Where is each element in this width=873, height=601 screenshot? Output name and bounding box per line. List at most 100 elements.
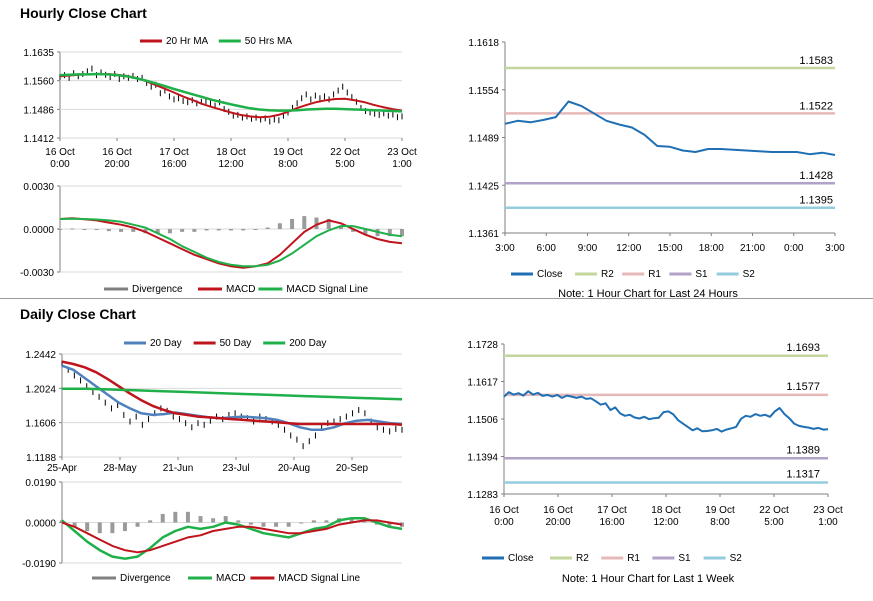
daily-macd-divergence-bar bbox=[97, 522, 102, 534]
daily-pivot-y-tick-label: 1.1394 bbox=[467, 453, 498, 464]
hourly-pivot-level-label: 1.1522 bbox=[799, 100, 833, 112]
hourly-price-x-tick-label: 17 Oct bbox=[159, 147, 189, 158]
daily-pivot-x-tick-label: 1:00 bbox=[818, 517, 838, 528]
daily-pivot-x-tick-label: 16:00 bbox=[599, 517, 624, 528]
hourly-pivot-level-label: 1.1583 bbox=[799, 55, 833, 67]
hourly-pivot-level-label: 1.1395 bbox=[799, 195, 833, 207]
daily-macd-divergence-bar bbox=[274, 522, 279, 527]
hourly-price-x-tick-label: 12:00 bbox=[218, 159, 243, 170]
hourly-price-x-tick-label: 22 Oct bbox=[330, 147, 360, 158]
hourly-price-x-tick-label: 16 Oct bbox=[102, 147, 132, 158]
daily-pivot-x-tick-label: 16 Oct bbox=[543, 505, 573, 516]
daily-macd-divergence-bar bbox=[72, 522, 77, 527]
daily-macd-divergence-bar bbox=[248, 522, 253, 525]
hourly-macd-y-tick-label: 0.0030 bbox=[23, 182, 54, 193]
daily-pivot-legend-label: R1 bbox=[627, 553, 640, 564]
hourly-macd-divergence-bar bbox=[216, 229, 221, 231]
hourly-pivot-y-tick-label: 1.1425 bbox=[468, 181, 499, 192]
hourly-macd-divergence-bar bbox=[94, 229, 99, 230]
hourly-macd-divergence-bar bbox=[70, 228, 75, 230]
hourly-pivot-x-tick-label: 3:00 bbox=[495, 243, 515, 254]
hourly-macd-divergence-bar bbox=[338, 226, 343, 229]
hourly-pivot-legend-label: R2 bbox=[601, 269, 614, 280]
hourly-macd-divergence-bar bbox=[229, 229, 233, 231]
hourly-macd-legend-label: Divergence bbox=[132, 284, 183, 295]
hourly-price-legend-label: 50 Hrs MA bbox=[245, 36, 293, 47]
daily-pivot-legend-label: S1 bbox=[678, 553, 691, 564]
daily-macd-divergence-bar bbox=[324, 520, 329, 523]
daily-section-title: Daily Close Chart bbox=[20, 306, 136, 322]
hourly-macd-legend-label: MACD bbox=[226, 284, 255, 295]
hourly-price-y-tick-label: 1.1635 bbox=[23, 48, 54, 59]
hourly-macd-divergence-bar bbox=[290, 218, 295, 229]
daily-pivot-x-tick-label: 12:00 bbox=[653, 517, 678, 528]
hourly-50hr-ma-line bbox=[59, 72, 403, 113]
hourly-macd-divergence-bar bbox=[119, 229, 124, 232]
hourly-macd-divergence-bar bbox=[204, 229, 209, 231]
daily-macd-legend-label: Divergence bbox=[120, 573, 171, 584]
section-divider bbox=[0, 298, 873, 299]
daily-50day-line bbox=[61, 360, 403, 427]
hourly-macd-divergence-bar bbox=[131, 229, 136, 232]
daily-pivot-x-tick-label: 17 Oct bbox=[597, 505, 627, 516]
daily-price-y-tick-label: 1.2442 bbox=[25, 350, 56, 361]
daily-pivot-x-tick-label: 5:00 bbox=[764, 517, 784, 528]
hourly-macd-legend-label: MACD Signal Line bbox=[286, 284, 368, 295]
daily-macd-divergence-bar bbox=[198, 516, 203, 523]
daily-macd-divergence-bar bbox=[160, 513, 165, 523]
hourly-macd-divergence-bar bbox=[58, 229, 62, 230]
hourly-pivot-x-tick-label: 18:00 bbox=[699, 243, 724, 254]
daily-price-x-tick-label: 28-May bbox=[103, 463, 136, 474]
hourly-pivot-x-tick-label: 3:00 bbox=[825, 243, 845, 254]
hourly-price-x-tick-label: 8:00 bbox=[278, 159, 298, 170]
hourly-price-y-tick-label: 1.1560 bbox=[23, 77, 54, 88]
hourly-macd-divergence-bar bbox=[400, 229, 404, 237]
hourly-pivot-level-label: 1.1428 bbox=[799, 170, 833, 182]
hourly-macd-signal-line bbox=[59, 217, 403, 268]
hourly-price-x-tick-label: 18 Oct bbox=[216, 147, 246, 158]
daily-price-legend-label: 200 Day bbox=[289, 338, 326, 349]
hourly-macd-divergence-bar bbox=[155, 229, 160, 234]
hourly-pivot-legend-label: Close bbox=[537, 269, 563, 280]
hourly-pivot-legend-label: S1 bbox=[695, 269, 708, 280]
hourly-price-x-tick-label: 1:00 bbox=[392, 159, 412, 170]
daily-macd-y-tick-label: 0.0190 bbox=[25, 478, 56, 489]
daily-pivot-y-tick-label: 1.1506 bbox=[467, 415, 498, 426]
daily-macd-divergence-bar bbox=[400, 522, 404, 527]
hourly-price-y-tick-label: 1.1412 bbox=[23, 134, 54, 145]
daily-pivot-close-line bbox=[503, 390, 829, 433]
daily-macd-line bbox=[61, 516, 403, 560]
daily-price-x-tick-label: 25-Apr bbox=[47, 463, 78, 474]
hourly-price-x-tick-label: 0:00 bbox=[50, 159, 70, 170]
hourly-macd-divergence-bar bbox=[180, 229, 185, 232]
hourly-macd-divergence-bar bbox=[82, 229, 87, 230]
daily-price-legend-label: 50 Day bbox=[220, 338, 252, 349]
hourly-section-title: Hourly Close Chart bbox=[20, 5, 147, 21]
hourly-price-x-tick-label: 16 Oct bbox=[45, 147, 75, 158]
daily-pivot-legend-label: Close bbox=[508, 553, 534, 564]
daily-macd-divergence-bar bbox=[185, 511, 190, 523]
daily-macd-divergence-bar bbox=[349, 518, 354, 523]
hourly-macd-y-tick-label: -0.0030 bbox=[20, 268, 54, 279]
daily-macd-y-tick-label: 0.0000 bbox=[25, 519, 56, 530]
daily-macd-divergence-bar bbox=[299, 522, 304, 524]
daily-pivot-level-label: 1.1693 bbox=[786, 342, 820, 354]
daily-pivot-level-label: 1.1577 bbox=[786, 381, 820, 393]
daily-pivot-y-tick-label: 1.1283 bbox=[467, 490, 498, 501]
daily-pivot-level-label: 1.1317 bbox=[786, 469, 820, 481]
hourly-macd-divergence-bar bbox=[277, 223, 282, 229]
daily-pivot-y-tick-label: 1.1617 bbox=[467, 378, 498, 389]
daily-macd-divergence-bar bbox=[261, 522, 266, 527]
hourly-macd-divergence-bar bbox=[363, 229, 368, 235]
hourly-pivot-x-tick-label: 15:00 bbox=[657, 243, 682, 254]
daily-pivot-x-tick-label: 19 Oct bbox=[705, 505, 735, 516]
hourly-pivot-legend-label: R1 bbox=[648, 269, 661, 280]
hourly-pivot-x-tick-label: 21:00 bbox=[740, 243, 765, 254]
hourly-macd-divergence-bar bbox=[241, 229, 246, 231]
hourly-macd-divergence-bar bbox=[326, 218, 331, 229]
daily-pivot-x-tick-label: 0:00 bbox=[494, 517, 514, 528]
hourly-pivot-y-tick-label: 1.1618 bbox=[468, 38, 499, 49]
daily-pivot-x-tick-label: 8:00 bbox=[710, 517, 730, 528]
daily-pivot-x-tick-label: 20:00 bbox=[545, 517, 570, 528]
